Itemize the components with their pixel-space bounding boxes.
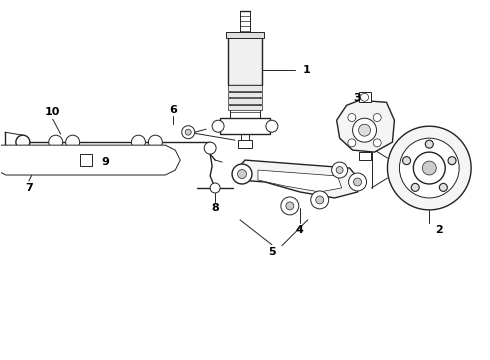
Text: 9: 9 — [101, 157, 109, 167]
Circle shape — [348, 173, 367, 191]
Bar — [228, 92, 262, 97]
Circle shape — [336, 167, 343, 174]
Polygon shape — [0, 145, 180, 175]
Circle shape — [311, 191, 329, 209]
Circle shape — [185, 129, 191, 135]
Text: 6: 6 — [170, 105, 177, 115]
Circle shape — [414, 152, 445, 184]
Text: 5: 5 — [268, 247, 276, 257]
Circle shape — [232, 164, 252, 184]
Circle shape — [148, 135, 162, 149]
Bar — [359, 152, 370, 160]
Circle shape — [316, 196, 324, 204]
Text: 10: 10 — [45, 107, 60, 117]
Circle shape — [16, 135, 30, 149]
Text: 2: 2 — [436, 225, 443, 235]
Circle shape — [422, 161, 436, 175]
Circle shape — [49, 135, 63, 149]
Circle shape — [238, 170, 246, 179]
Circle shape — [361, 93, 368, 101]
Circle shape — [66, 135, 80, 149]
Circle shape — [212, 120, 224, 132]
Circle shape — [359, 124, 370, 136]
Bar — [238, 140, 252, 148]
Circle shape — [210, 183, 220, 193]
Circle shape — [286, 202, 294, 210]
Circle shape — [448, 157, 456, 165]
Circle shape — [388, 126, 471, 210]
Bar — [228, 85, 262, 91]
Text: 1: 1 — [303, 66, 311, 76]
Text: 7: 7 — [25, 183, 33, 193]
Polygon shape — [238, 160, 360, 198]
Circle shape — [266, 120, 278, 132]
Bar — [228, 36, 262, 85]
Circle shape — [348, 113, 356, 121]
Circle shape — [440, 183, 447, 192]
Polygon shape — [258, 170, 342, 192]
Circle shape — [411, 183, 419, 192]
Text: 4: 4 — [296, 225, 304, 235]
Circle shape — [131, 135, 146, 149]
Text: 8: 8 — [211, 203, 219, 213]
Circle shape — [354, 178, 362, 186]
Bar — [226, 32, 264, 37]
Circle shape — [348, 139, 356, 147]
Bar — [80, 154, 92, 166]
Circle shape — [373, 139, 381, 147]
Bar — [228, 105, 262, 110]
Polygon shape — [337, 100, 394, 152]
Circle shape — [399, 138, 459, 198]
Circle shape — [425, 140, 433, 148]
Circle shape — [332, 162, 347, 178]
Bar — [359, 92, 370, 102]
Circle shape — [204, 142, 216, 154]
Circle shape — [403, 157, 411, 165]
Text: 3: 3 — [354, 93, 362, 103]
Bar — [220, 118, 270, 134]
Circle shape — [373, 113, 381, 121]
Circle shape — [281, 197, 299, 215]
Circle shape — [182, 126, 195, 139]
Circle shape — [353, 118, 376, 142]
Bar — [228, 98, 262, 104]
